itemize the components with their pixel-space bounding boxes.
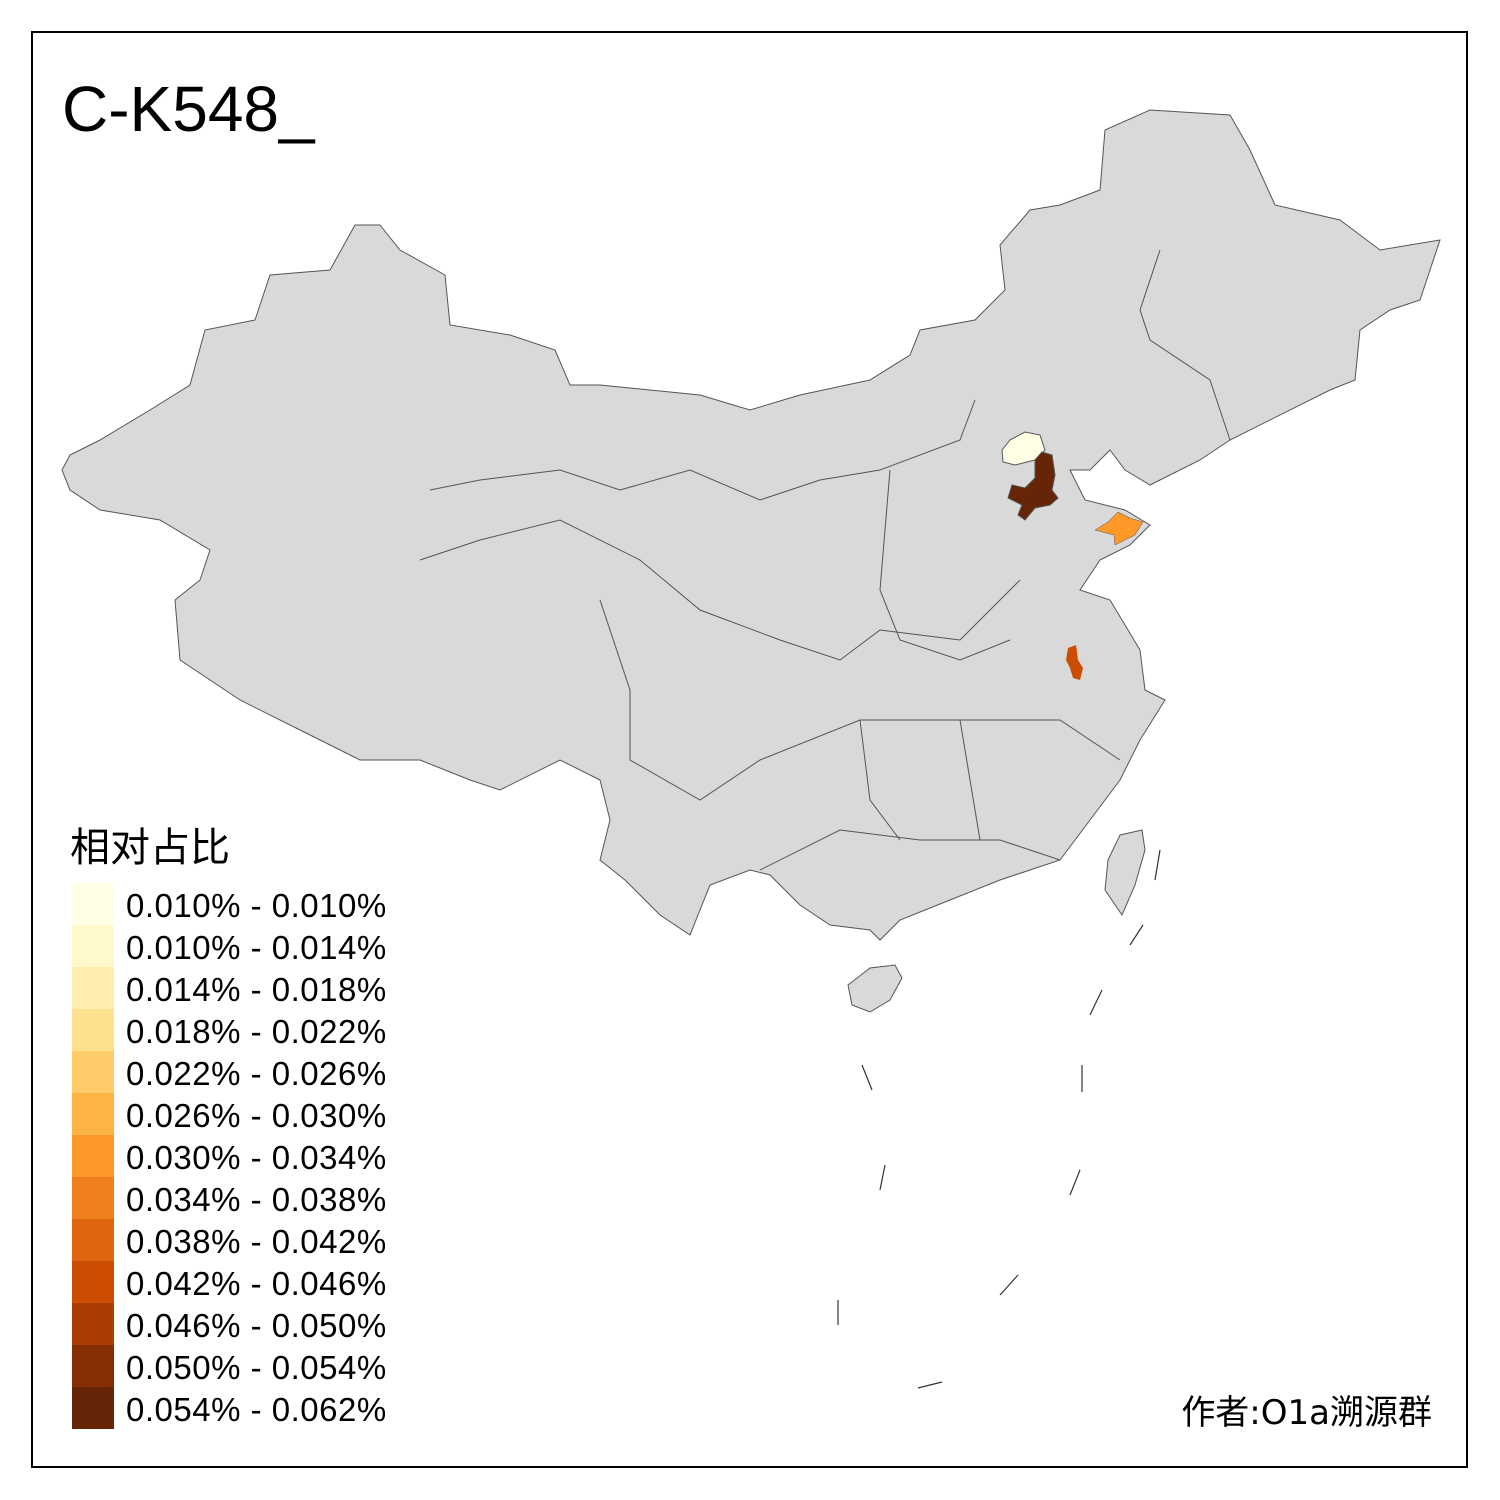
legend-item: 0.026% - 0.030% bbox=[72, 1093, 387, 1135]
island-hainan bbox=[847, 964, 903, 1013]
legend-swatch bbox=[72, 967, 114, 1009]
legend-label: 0.026% - 0.030% bbox=[126, 1097, 387, 1134]
south-china-sea-islands bbox=[837, 849, 1161, 1389]
legend-item: 0.046% - 0.050% bbox=[72, 1303, 387, 1345]
legend-swatch bbox=[72, 1135, 114, 1177]
legend-swatch bbox=[72, 1261, 114, 1303]
legend-item: 0.010% - 0.010% bbox=[72, 883, 387, 925]
china-mainland bbox=[61, 109, 1441, 941]
legend-swatch bbox=[72, 1345, 114, 1387]
legend-label: 0.022% - 0.026% bbox=[126, 1055, 387, 1092]
legend-swatch bbox=[72, 1093, 114, 1135]
legend-swatch bbox=[72, 1303, 114, 1345]
legend-item: 0.030% - 0.034% bbox=[72, 1135, 387, 1177]
legend-label: 0.010% - 0.014% bbox=[126, 929, 387, 966]
legend-label: 0.034% - 0.038% bbox=[126, 1181, 387, 1218]
island-taiwan bbox=[1104, 829, 1146, 917]
region-beijing bbox=[1001, 431, 1046, 466]
legend-swatch bbox=[72, 1051, 114, 1093]
legend-label: 0.038% - 0.042% bbox=[126, 1223, 387, 1260]
legend-swatch bbox=[72, 883, 114, 925]
legend-label: 0.054% - 0.062% bbox=[126, 1391, 387, 1428]
province-borders bbox=[419, 249, 1231, 871]
legend-label: 0.050% - 0.054% bbox=[126, 1349, 387, 1386]
legend-swatch bbox=[72, 1009, 114, 1051]
map-frame bbox=[31, 31, 1468, 1468]
legend-item: 0.042% - 0.046% bbox=[72, 1261, 387, 1303]
legend-swatch bbox=[72, 925, 114, 967]
legend-item: 0.038% - 0.042% bbox=[72, 1219, 387, 1261]
legend-swatch bbox=[72, 1387, 114, 1429]
legend-swatch bbox=[72, 1219, 114, 1261]
legend-label: 0.046% - 0.050% bbox=[126, 1307, 387, 1344]
legend-item: 0.034% - 0.038% bbox=[72, 1177, 387, 1219]
legend-item: 0.022% - 0.026% bbox=[72, 1051, 387, 1093]
region-yantai bbox=[1094, 511, 1144, 546]
legend-item: 0.018% - 0.022% bbox=[72, 1009, 387, 1051]
legend-item: 0.054% - 0.062% bbox=[72, 1387, 387, 1429]
legend-item: 0.050% - 0.054% bbox=[72, 1345, 387, 1387]
map-title: C-K548_ bbox=[62, 73, 315, 145]
legend-label: 0.018% - 0.022% bbox=[126, 1013, 387, 1050]
region-anhui-city bbox=[1066, 645, 1083, 680]
legend-label: 0.042% - 0.046% bbox=[126, 1265, 387, 1302]
legend: 0.010% - 0.010% 0.010% - 0.014% 0.014% - 0… bbox=[72, 883, 387, 1429]
legend-title: 相对占比 bbox=[70, 825, 230, 871]
legend-item: 0.014% - 0.018% bbox=[72, 967, 387, 1009]
legend-label: 0.014% - 0.018% bbox=[126, 971, 387, 1008]
legend-swatch bbox=[72, 1177, 114, 1219]
region-tianjin bbox=[1007, 451, 1059, 521]
legend-item: 0.010% - 0.014% bbox=[72, 925, 387, 967]
legend-label: 0.030% - 0.034% bbox=[126, 1139, 387, 1176]
legend-label: 0.010% - 0.010% bbox=[126, 887, 387, 924]
author-credit: 作者:O1a溯源群 bbox=[1181, 1393, 1432, 1433]
